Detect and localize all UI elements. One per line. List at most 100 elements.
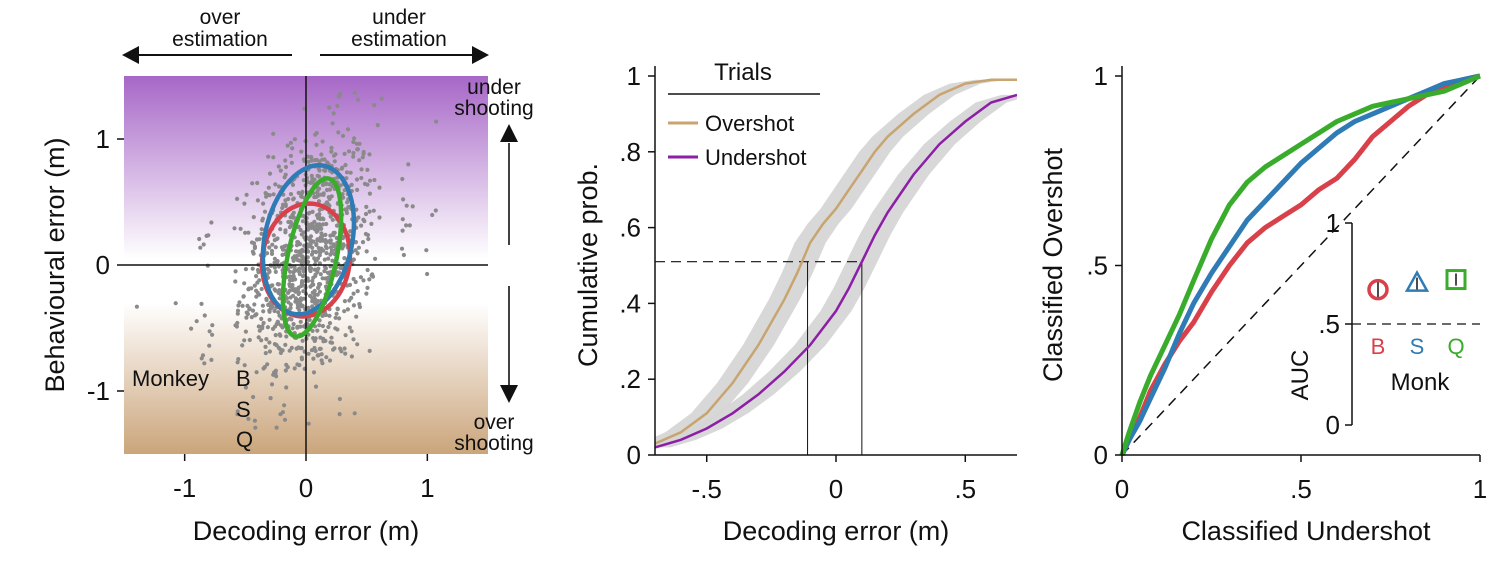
scatter-point [351,154,356,159]
scatter-point [314,213,320,218]
scatter-point [288,269,293,274]
scatter-point [351,337,356,342]
scatter-point [351,139,356,145]
scatter-point [322,168,327,173]
scatter-point [364,204,369,209]
scatter-point [261,201,266,206]
monkey-legend-b: B [236,366,251,391]
scatter-point [317,168,322,173]
scatter-point [273,269,278,274]
roc-curves [1119,73,1481,457]
y-tick-label: 0 [1094,440,1108,470]
scatter-point [270,242,275,247]
scatter-point [306,305,311,310]
scatter-point [313,250,319,255]
scatter-point [352,411,357,416]
scatter-point [357,302,362,307]
scatter-point [259,338,264,343]
scatter-point [282,417,288,422]
scatter-point [332,159,337,164]
scatter-point [310,209,315,214]
auc-y-label: AUC [1287,350,1314,401]
scatter-point [244,315,249,320]
scatter-point [298,346,303,351]
line-overshot [655,78,1017,445]
scatter-point [307,293,313,298]
scatter-point [343,162,348,168]
y-tick-label: .8 [619,137,641,167]
scatter-point [202,361,207,366]
undershooting-label: under shooting [454,76,533,120]
scatter-point [318,335,323,340]
scatter-point [240,343,245,348]
scatter-point [249,315,254,320]
scatter-point [319,152,324,157]
scatter-point [299,232,304,237]
scatter-point [256,324,261,329]
scatter-point [317,222,322,227]
scatter-point [410,204,415,209]
scatter-point [233,279,238,284]
scatter-point [360,240,366,245]
scatter-point [291,258,296,263]
scatter-point [189,326,194,331]
scatter-point [367,191,372,196]
scatter-point [297,272,302,277]
scatter-point [280,247,286,252]
scatter-point [206,233,211,238]
scatter-point [342,256,347,261]
scatter-point [257,237,262,242]
scatter-point [262,365,267,370]
panel-b-axes: -.5 0 .5 0 .2 .4 .6 .8 1 [619,61,1017,504]
scatter-point [246,416,251,421]
under-estimation-label-1: under estimation [351,6,447,51]
top-annotations: over estimation under estimation [122,6,489,64]
scatter-point [307,265,312,270]
panel-b-x-axis-label: Decoding error (m) [723,516,950,546]
scatter-point [298,249,303,254]
scatter-point [351,257,356,262]
scatter-point [365,232,370,238]
panel-a-y-axis-label: Behavioural error (m) [40,137,70,392]
scatter-point [355,289,360,294]
scatter-point [340,246,345,251]
scatter-point [362,219,367,224]
scatter-point [244,192,249,197]
scatter-point [299,283,304,289]
scatter-point [290,326,295,331]
scatter-point [300,258,306,263]
scatter-point [256,335,261,340]
scatter-point [309,155,314,160]
scatter-point [318,272,323,277]
scatter-point [355,342,360,347]
scatter-point [343,351,348,356]
scatter-point [276,310,281,315]
scatter-point [266,154,271,159]
scatter-point [335,103,340,109]
scatter-point [273,288,278,293]
scatter-point [270,326,276,331]
scatter-point [333,152,338,157]
right-annotations: under shooting over shooting [454,76,533,455]
y-tick-label: .2 [619,364,641,394]
auc-monkey-label-s: S [1410,334,1425,359]
scatter-point [247,337,252,343]
scatter-point [306,351,311,356]
y-tick-label: .5 [1086,251,1108,281]
scatter-point [237,300,242,305]
scatter-point [301,273,306,278]
scatter-point [267,317,272,322]
scatter-point [283,368,288,373]
scatter-point [283,198,288,203]
scatter-point [264,296,269,301]
scatter-point [274,236,279,242]
scatter-point [355,251,360,256]
scatter-point [296,267,301,272]
scatter-point [242,338,247,343]
scatter-point [335,306,340,311]
scatter-point [327,321,333,326]
scatter-point [341,242,346,247]
scatter-point [209,220,214,225]
scatter-point [377,215,382,220]
scatter-point [326,324,331,330]
